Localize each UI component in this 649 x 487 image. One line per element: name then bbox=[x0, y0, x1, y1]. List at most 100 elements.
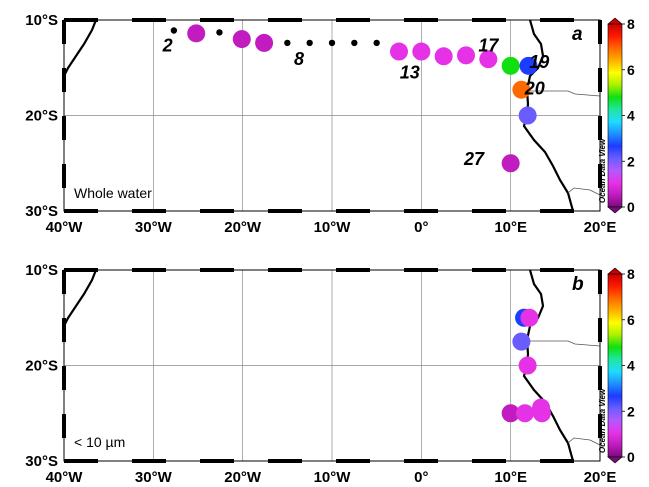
station-marker bbox=[520, 308, 539, 327]
panel-a-frame-border bbox=[62, 18, 602, 213]
panel-a-station-labels: 2 8 13 17 19 20 27 bbox=[162, 36, 550, 170]
colorbar-min-arrow bbox=[607, 206, 623, 214]
station-marker bbox=[515, 404, 534, 423]
colorbar-tick-label: 8 bbox=[627, 16, 635, 32]
lon-label: 40°W bbox=[46, 469, 84, 486]
frame-dash bbox=[62, 116, 66, 140]
frame-dash bbox=[200, 209, 234, 213]
lon-label: 10°E bbox=[494, 219, 527, 236]
frame-dash bbox=[200, 268, 234, 272]
panel-b-stations bbox=[501, 308, 551, 423]
colorbar-max-arrow bbox=[607, 17, 623, 25]
frame-dash bbox=[472, 18, 506, 22]
frame-dash bbox=[598, 270, 602, 294]
frame-dash bbox=[598, 68, 602, 92]
frame-dash bbox=[64, 18, 98, 22]
station-number-label: 19 bbox=[529, 52, 549, 72]
frame-dash bbox=[64, 459, 98, 463]
colorbar-title: Ocean Data View bbox=[598, 138, 607, 203]
station-marker bbox=[434, 47, 453, 66]
panel-b-borders bbox=[530, 340, 601, 446]
station-marker bbox=[532, 404, 551, 423]
frame-dash bbox=[404, 209, 438, 213]
frame-dash bbox=[132, 18, 166, 22]
frame-dash bbox=[200, 18, 234, 22]
no-data-station bbox=[216, 29, 223, 36]
station-marker bbox=[501, 56, 520, 75]
station-marker bbox=[501, 154, 520, 173]
station-marker bbox=[187, 24, 206, 43]
colorbar-tick-label: 8 bbox=[627, 266, 635, 282]
colorbar-tick-label: 0 bbox=[627, 199, 635, 215]
no-data-station bbox=[328, 39, 336, 47]
lat-label: 10°S bbox=[25, 12, 58, 29]
frame-dash bbox=[64, 209, 98, 213]
station-marker bbox=[390, 42, 408, 61]
frame-dash bbox=[404, 459, 438, 463]
lat-label: 10°S bbox=[25, 262, 58, 279]
frame-dash bbox=[540, 18, 574, 22]
station-marker bbox=[232, 30, 251, 49]
frame-dash bbox=[598, 164, 602, 188]
frame-outline bbox=[63, 269, 601, 462]
frame-dash bbox=[268, 459, 302, 463]
frame-dash bbox=[268, 18, 302, 22]
frame-dash bbox=[472, 268, 506, 272]
station-marker bbox=[501, 404, 520, 423]
frame-dash bbox=[64, 268, 98, 272]
frame-dash bbox=[404, 268, 438, 272]
panel-a-note: Whole water bbox=[74, 185, 152, 201]
lat-label: 20°S bbox=[25, 108, 58, 125]
panel-b: b < 10 µm 10°S 20°S 30°S 40°W 30°W 20°W 10°W 0… bbox=[25, 262, 616, 486]
lat-label: 30°S bbox=[25, 453, 58, 470]
colorbar-tick-label: 6 bbox=[627, 62, 635, 78]
station-marker bbox=[519, 56, 538, 75]
frame-dash bbox=[336, 209, 370, 213]
colorbar-tick-label: 0 bbox=[627, 449, 635, 465]
frame-dash bbox=[132, 209, 166, 213]
frame-dash bbox=[62, 68, 66, 92]
panel-b-lat-labels: 10°S 20°S 30°S bbox=[25, 262, 58, 470]
frame-outline bbox=[63, 19, 601, 212]
frame-dash bbox=[62, 20, 66, 44]
colorbar-b: 0 2 4 6 8 Ocean Data View bbox=[598, 266, 635, 465]
frame-dash bbox=[540, 268, 574, 272]
colorbar-tick-label: 2 bbox=[627, 153, 635, 169]
colorbar-max-arrow bbox=[607, 267, 623, 275]
frame-dash bbox=[336, 268, 370, 272]
no-data-station bbox=[170, 27, 178, 34]
panel-b-grid bbox=[64, 270, 600, 461]
frame-dash bbox=[598, 116, 602, 140]
station-number-label: 27 bbox=[463, 149, 485, 169]
colorbar-tick-label: 2 bbox=[627, 403, 635, 419]
frame-dash bbox=[132, 268, 166, 272]
panel-b-note: < 10 µm bbox=[74, 434, 125, 450]
frame-dash bbox=[598, 20, 602, 44]
colorbar-tick-label: 4 bbox=[627, 358, 635, 374]
lon-label: 0° bbox=[414, 469, 428, 486]
frame-dash bbox=[62, 270, 66, 294]
frame-dash bbox=[472, 209, 506, 213]
lon-label: 10°W bbox=[314, 219, 352, 236]
lon-axis-labels-top: 40°W 30°W 20°W 10°W 0° 10°E 20°E bbox=[46, 219, 617, 236]
station-number-label: 8 bbox=[294, 49, 304, 69]
station-marker bbox=[512, 80, 531, 99]
frame-dash bbox=[62, 164, 66, 188]
station-marker bbox=[255, 33, 274, 52]
panel-a-label: a bbox=[572, 24, 583, 45]
panel-b-label: b bbox=[572, 274, 584, 295]
frame-dash bbox=[132, 459, 166, 463]
lat-label: 20°S bbox=[25, 358, 58, 375]
lon-label: 20°W bbox=[224, 469, 262, 486]
colorbar-tick-label: 4 bbox=[627, 108, 635, 124]
panel-a-borders bbox=[530, 90, 601, 196]
lat-label: 30°S bbox=[25, 203, 58, 220]
station-marker bbox=[512, 332, 531, 351]
no-data-station bbox=[284, 39, 291, 47]
frame-dash bbox=[336, 18, 370, 22]
station-number-label: 20 bbox=[524, 78, 545, 98]
no-data-station bbox=[306, 39, 313, 47]
frame-dash bbox=[62, 318, 66, 342]
station-number-label: 17 bbox=[478, 36, 499, 56]
